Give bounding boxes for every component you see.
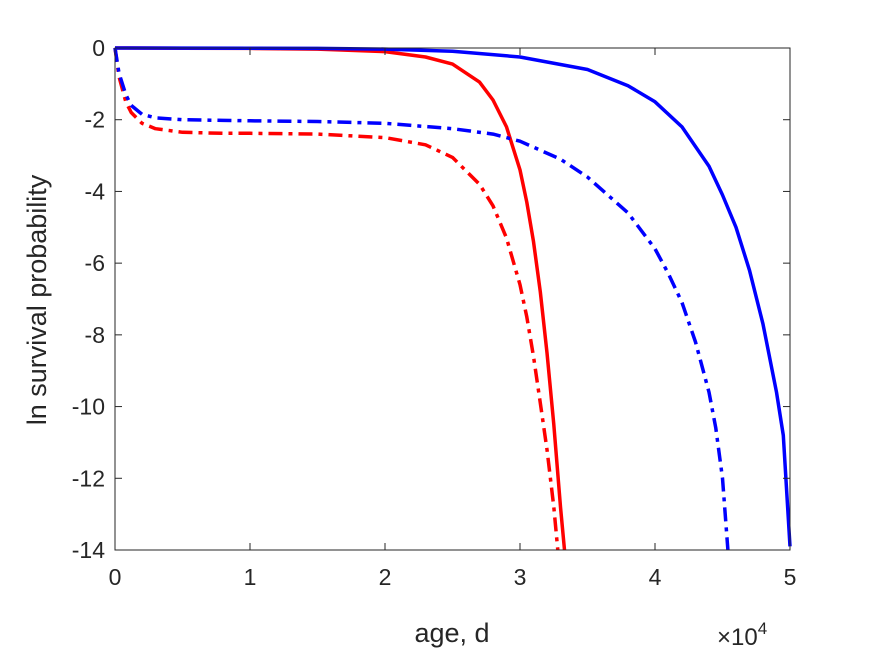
y-tick-label: -14 [72,537,105,563]
x-tick-label: 3 [514,564,527,590]
y-tick-label: -10 [72,394,105,420]
series-line-4 [113,47,730,551]
y-tick-label: -12 [72,465,105,491]
plot-frame [114,47,791,551]
y-tick-label: -4 [85,178,106,204]
series-layer [113,46,792,551]
x-tick-label: 1 [244,564,257,590]
plot-area [115,48,790,550]
x-exponent-power: 4 [758,619,767,638]
series-line-3 [114,46,792,547]
x-exponent-base: ×10 [717,624,758,651]
y-axis-label: ln survival probability [22,174,52,425]
y-tick-label: 0 [92,35,105,61]
y-tick-label: -2 [85,107,105,133]
x-exponent-label: ×104 [717,619,767,651]
x-tick-label: 0 [109,564,122,590]
x-tick-label: 2 [379,564,392,590]
x-tick-label: 5 [784,564,797,590]
series-line-2 [113,47,560,551]
y-tick-label: -8 [85,322,105,348]
x-tick-label: 4 [649,564,662,590]
x-axis-label: age, d [414,618,489,648]
tick-layer: 0 1 2 3 4 5 0 -2 -4 -6 -8 -10 -12 -14 [72,35,797,590]
y-tick-label: -6 [85,250,105,276]
